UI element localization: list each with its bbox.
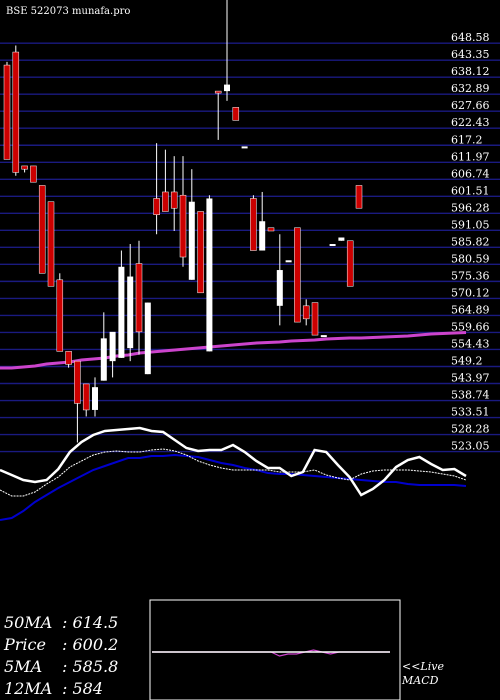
y-tick-label: 554.43 [451,337,490,350]
candle-body [56,279,64,352]
price-line [0,426,467,497]
y-tick-label: 538.74 [451,389,490,402]
y-tick-label: 596.28 [451,201,490,214]
y-tick-label: 601.51 [451,184,490,197]
candle-body [302,305,310,320]
y-tick-label: 543.97 [451,372,490,385]
candle-body [3,64,11,160]
y-tick-label: 570.12 [451,286,490,299]
candle-body [311,302,319,336]
candle-body [338,237,345,241]
candle-body [30,165,37,183]
ma-fast-line [0,448,467,497]
candle-body [276,270,283,306]
candle-body [38,185,46,274]
candle-body [12,51,20,173]
y-tick-label: 549.2 [451,354,483,367]
stats-box: 50MA: 614.5 Price: 600.2 5MA: 585.8 12MA… [3,613,118,698]
candle-body [118,266,125,358]
candle-body [162,191,169,212]
ma-long-layer [0,331,467,370]
candle-body [214,90,222,94]
macd-box [149,599,401,700]
candles [3,0,363,443]
y-tick-label: 580.59 [451,252,490,265]
y-tick-label: 559.66 [451,320,490,333]
candle-body [188,201,195,280]
y-tick-label: 533.51 [451,406,490,419]
candle-body [329,244,336,247]
candle-body [267,227,275,232]
y-tick-label: 643.35 [451,48,490,61]
y-tick-label: 632.89 [451,82,490,95]
candle-body [259,221,266,251]
candle-body [92,387,98,410]
y-tick-label: 606.74 [451,167,490,180]
y-tick-label: 638.12 [451,65,490,78]
candle-body [153,198,160,215]
y-tick-label: 611.97 [451,150,490,163]
candle-body [232,107,240,121]
candle-body [197,211,204,294]
y-tick-label: 585.82 [451,235,490,248]
y-tick-label: 523.05 [451,440,490,453]
y-tick-label: 575.36 [451,269,490,282]
ma-long-line [0,331,467,370]
stat-price: Price: 600.2 [3,635,118,654]
candle-body [47,201,55,287]
macd-label-line2: MACD [401,674,439,687]
candle-body [144,302,151,375]
y-tick-label: 591.05 [451,218,490,231]
candle-body [224,84,230,92]
chart-header: BSE 522073 munafa.pro [6,6,130,17]
candle-body [250,198,257,251]
candle-body [82,383,90,411]
candle-body [355,185,363,209]
macd-label-line1: <<Live [402,660,444,673]
candle-body [285,260,292,263]
candle-body [74,360,81,404]
candle-body [135,263,143,333]
y-tick-label: 648.58 [451,31,490,44]
price-grid: 648.58 643.35 638.12 632.89 627.66 622.43 617.… [0,31,500,453]
candle-body [179,194,187,258]
candle-body [320,335,327,338]
y-tick-label: 564.89 [451,303,490,316]
candle-body [65,351,72,365]
y-tick-label: 617.2 [451,133,483,146]
candle-body [294,227,301,323]
candle-body [206,198,213,352]
y-tick-label: 622.43 [451,116,490,129]
y-tick-label: 528.28 [451,423,490,436]
ma-mid-line [0,453,467,521]
stat-50ma: 50MA: 614.5 [4,613,118,632]
candle-body [170,191,178,209]
candle-body [21,165,28,170]
candle-body [127,276,134,349]
stat-12ma: 12MA: 584 [4,679,103,698]
candle-body [109,331,116,362]
indicator-panel [0,426,467,521]
candle-body [346,240,354,287]
macd-panel [149,599,401,700]
candle-body [241,146,248,149]
stat-5ma: 5MA: 585.8 [4,657,118,676]
y-tick-label: 627.66 [451,99,490,112]
candle-body [100,338,107,381]
